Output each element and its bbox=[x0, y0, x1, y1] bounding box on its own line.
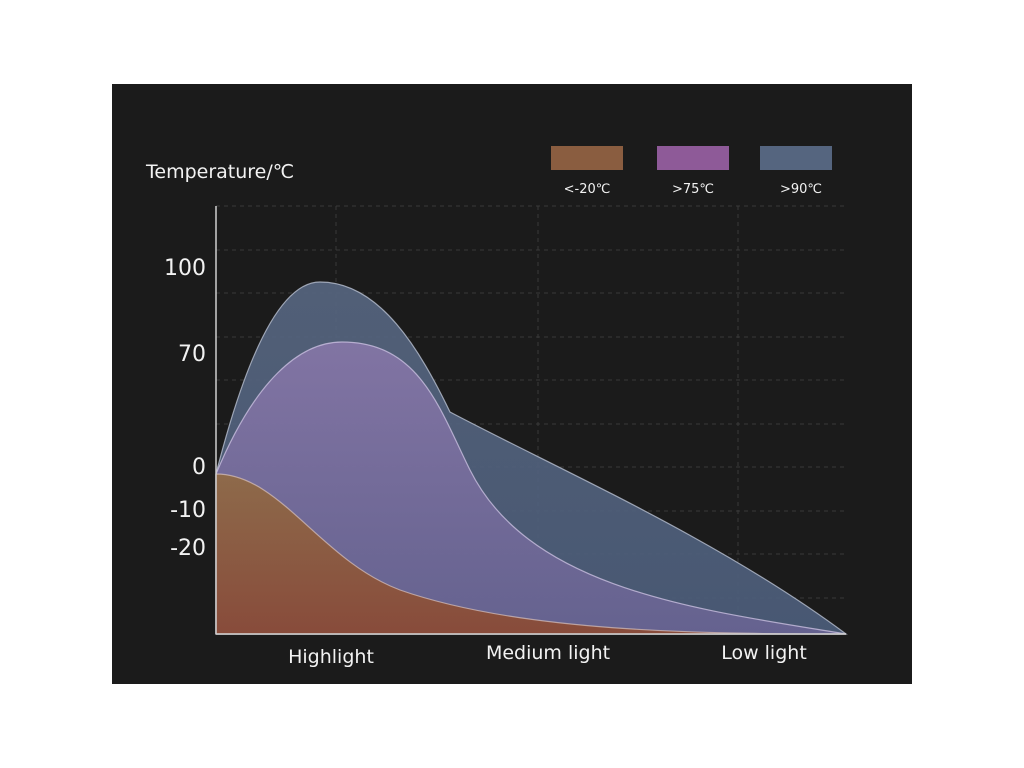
legend-label: >75℃ bbox=[672, 182, 714, 197]
y-tick-label: 70 bbox=[178, 342, 206, 367]
y-tick-label: -20 bbox=[170, 536, 206, 561]
legend-swatch-gt90 bbox=[760, 146, 832, 170]
y-tick-label: 100 bbox=[164, 256, 206, 281]
y-tick-label: -10 bbox=[170, 498, 206, 523]
legend-swatch-gt75 bbox=[657, 146, 729, 170]
legend-swatch-lt-20 bbox=[551, 146, 623, 170]
y-tick-label: 0 bbox=[192, 455, 206, 480]
legend-label: <-20℃ bbox=[564, 182, 611, 197]
series-area-gt75 bbox=[215, 341, 847, 635]
y-axis-title: Temperature/℃ bbox=[145, 161, 294, 183]
x-tick-label: Highlight bbox=[288, 646, 374, 668]
legend: <-20℃ >75℃ >90℃ bbox=[551, 146, 832, 197]
x-tick-label: Medium light bbox=[486, 642, 610, 664]
legend-label: >90℃ bbox=[780, 182, 822, 197]
x-tick-label: Low light bbox=[721, 642, 807, 664]
